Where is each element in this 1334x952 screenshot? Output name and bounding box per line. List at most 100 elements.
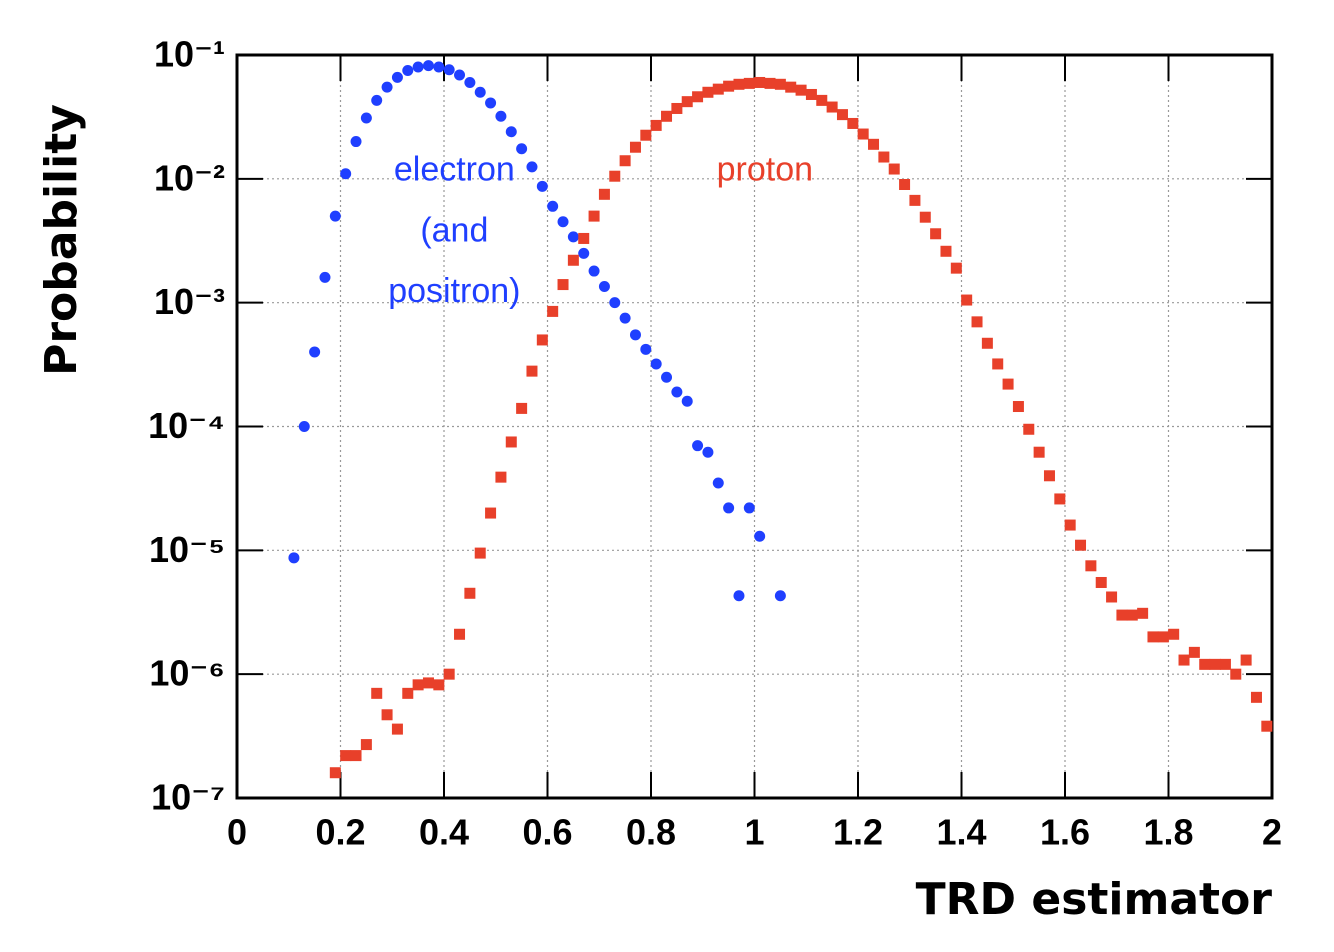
point — [1126, 609, 1138, 621]
point — [402, 687, 414, 699]
point — [1064, 519, 1076, 531]
y-tick-label: 10⁻⁶ — [149, 653, 225, 694]
point — [567, 254, 579, 266]
point — [598, 281, 610, 293]
point — [692, 91, 704, 103]
y-tick-label: 10⁻⁵ — [149, 529, 225, 570]
point — [743, 502, 755, 514]
y-tick-label: 10⁻¹ — [154, 34, 225, 75]
point — [609, 297, 621, 309]
point — [1230, 668, 1242, 680]
annotation: positron) — [388, 272, 520, 310]
point — [836, 109, 848, 121]
point — [536, 334, 548, 346]
point — [992, 358, 1004, 370]
point — [557, 279, 569, 291]
point — [1178, 654, 1190, 666]
point — [681, 395, 693, 407]
x-axis-title: TRD estimator — [916, 874, 1273, 925]
point — [422, 60, 434, 72]
point — [526, 365, 538, 377]
point — [412, 61, 424, 73]
point — [1137, 607, 1149, 619]
point — [1075, 539, 1087, 551]
point — [629, 141, 641, 153]
point — [1002, 378, 1014, 390]
point — [422, 677, 434, 689]
point — [1054, 493, 1066, 505]
x-tick-label: 0.4 — [419, 812, 469, 853]
point — [1033, 446, 1045, 458]
point — [1043, 470, 1055, 482]
point — [754, 76, 766, 88]
point — [619, 155, 631, 167]
point — [309, 346, 321, 358]
y-tick-label: 10⁻³ — [154, 281, 225, 322]
point — [495, 110, 507, 122]
plot-frame — [235, 53, 1274, 800]
point — [712, 83, 724, 95]
point — [371, 94, 383, 106]
point — [319, 271, 331, 283]
point — [702, 446, 714, 458]
point — [329, 767, 341, 779]
point — [961, 294, 973, 306]
point — [650, 358, 662, 370]
point — [971, 316, 983, 328]
point — [1095, 576, 1107, 588]
point — [733, 590, 745, 602]
point — [381, 709, 393, 721]
point — [536, 180, 548, 192]
point — [1085, 560, 1097, 572]
point — [1168, 628, 1180, 640]
point — [474, 547, 486, 559]
point — [464, 76, 476, 88]
point — [681, 96, 693, 108]
point — [692, 440, 704, 452]
point — [360, 739, 372, 751]
y-tick-label: 10⁻⁴ — [148, 405, 225, 446]
annotation: proton — [717, 150, 813, 188]
point — [1250, 691, 1262, 703]
point — [516, 402, 528, 414]
point — [526, 161, 538, 173]
point — [764, 77, 776, 89]
point — [671, 102, 683, 114]
point — [402, 64, 414, 76]
point — [754, 530, 766, 542]
x-tick-label: 0 — [227, 812, 247, 853]
point — [1240, 654, 1252, 666]
annotation: (and — [420, 211, 488, 249]
point — [588, 210, 600, 222]
point — [454, 628, 466, 640]
point — [598, 188, 610, 200]
point — [1116, 609, 1128, 621]
x-tick-label: 1.6 — [1040, 812, 1090, 853]
point — [1106, 591, 1118, 603]
point — [1209, 658, 1221, 670]
point — [464, 587, 476, 599]
point — [774, 78, 786, 90]
point — [950, 262, 962, 274]
point — [371, 687, 383, 699]
point — [329, 210, 341, 222]
point — [712, 477, 724, 489]
point — [350, 750, 362, 762]
point — [433, 61, 445, 73]
point — [391, 723, 403, 735]
point — [505, 126, 517, 138]
y-tick-label: 10⁻⁷ — [151, 777, 225, 818]
point — [443, 668, 455, 680]
x-tick-label: 1.8 — [1143, 812, 1193, 853]
point — [981, 337, 993, 349]
point — [547, 305, 559, 317]
point — [1261, 720, 1273, 732]
point — [1157, 631, 1169, 643]
point — [661, 110, 673, 122]
point — [805, 88, 817, 100]
point — [360, 112, 372, 124]
point — [774, 590, 786, 602]
point — [485, 97, 497, 109]
point — [826, 101, 838, 113]
